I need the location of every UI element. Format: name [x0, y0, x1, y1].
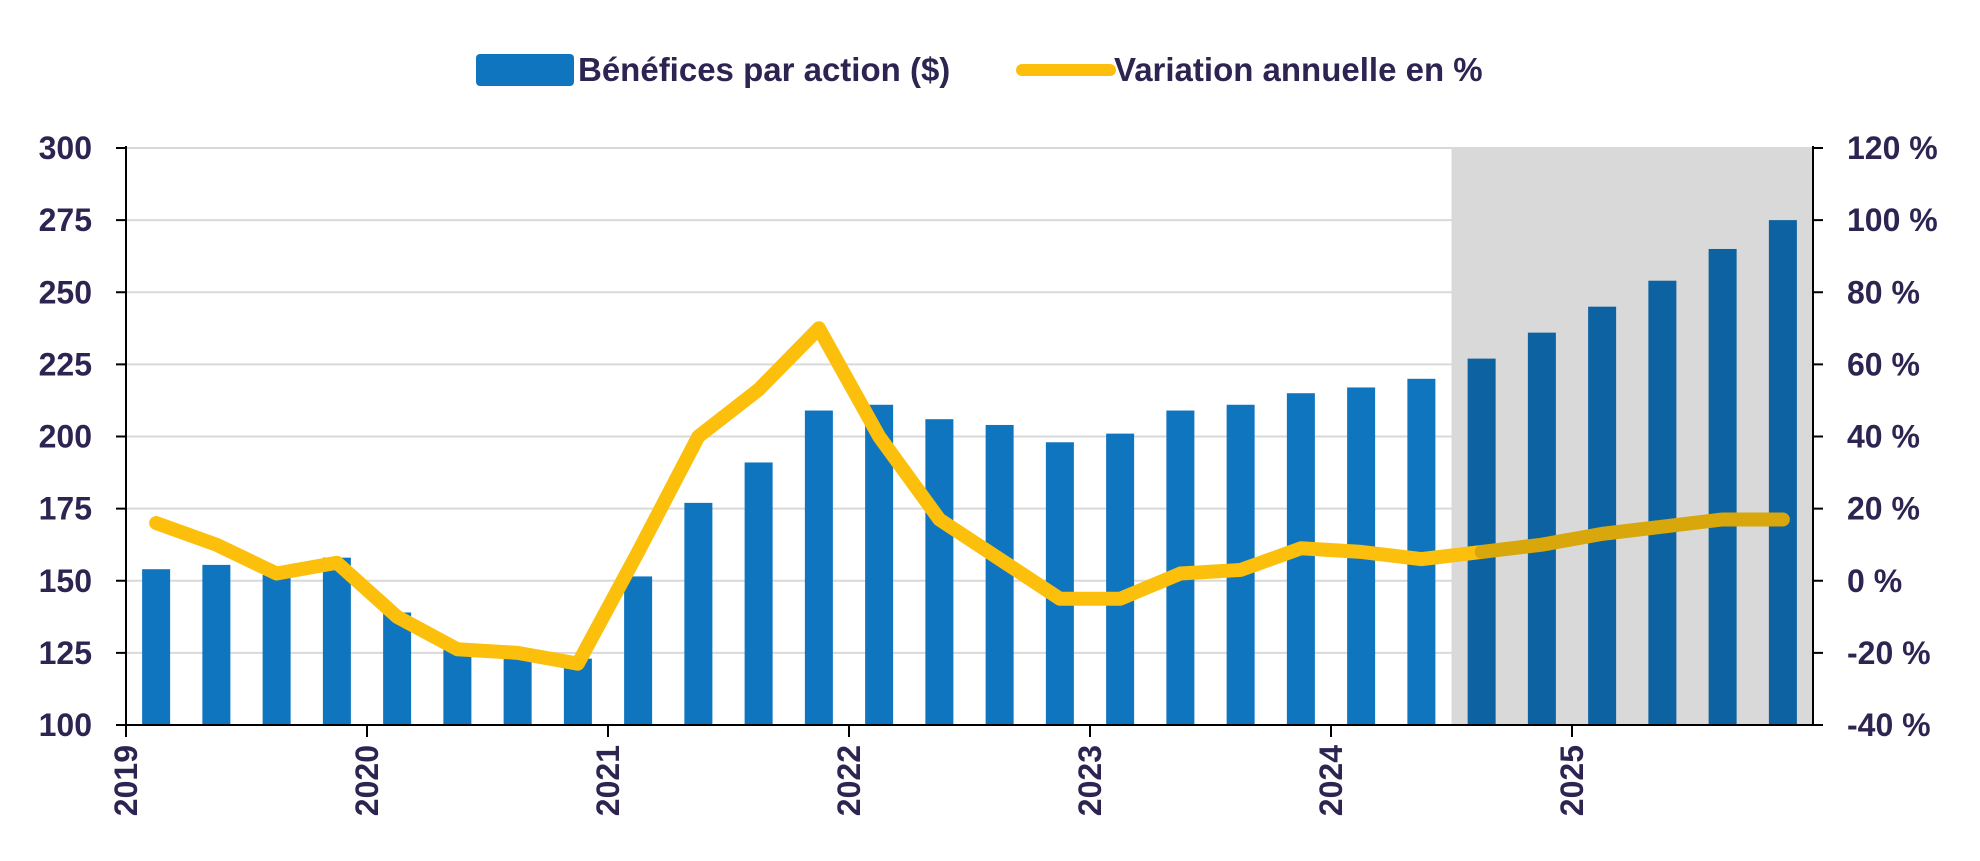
line-point-18	[1238, 567, 1243, 572]
legend-label-bars: Bénéfices par action ($)	[578, 51, 950, 88]
right-tick-label-1: -20 %	[1847, 635, 1931, 671]
bar-13	[925, 419, 954, 725]
bar-10	[744, 462, 773, 725]
bar-26	[1708, 248, 1737, 725]
bar-14	[985, 424, 1014, 725]
x-tick-label-2025: 2025	[1554, 745, 1590, 816]
line-point-3	[334, 560, 339, 565]
x-tick-label-2019: 2019	[108, 745, 144, 816]
line-point-26	[1720, 517, 1725, 522]
left-tick-label-275: 275	[39, 202, 92, 238]
right-tick-label-3: 20 %	[1847, 491, 1920, 527]
x-tick-label-2023: 2023	[1072, 745, 1108, 816]
left-tick-label-150: 150	[39, 563, 92, 599]
right-tick-label-2: 0 %	[1847, 563, 1902, 599]
line-point-7	[575, 661, 580, 666]
line-point-2	[274, 571, 279, 576]
bar-0	[142, 569, 171, 725]
bar-24	[1588, 306, 1617, 725]
line-point-27	[1780, 517, 1785, 522]
line-point-22	[1479, 549, 1484, 554]
legend-swatch-bars	[476, 54, 574, 86]
plot-area: 100 125 150 175 200 225 250 275 300 -40 % -20 % 0 %…	[39, 130, 1938, 816]
line-point-13	[937, 517, 942, 522]
bar-27	[1768, 220, 1797, 725]
line-point-0	[154, 521, 159, 526]
bar-5	[443, 649, 472, 725]
line-point-6	[515, 650, 520, 655]
bar-16	[1106, 433, 1135, 725]
line-point-5	[455, 647, 460, 652]
line-point-24	[1600, 531, 1605, 536]
left-tick-label-225: 225	[39, 346, 92, 382]
bar-8	[624, 576, 653, 725]
left-tick-label-175: 175	[39, 491, 92, 527]
line-point-1	[214, 542, 219, 547]
right-tick-label-4: 40 %	[1847, 419, 1920, 455]
right-tick-label-5: 60 %	[1847, 346, 1920, 382]
bar-19	[1286, 393, 1315, 725]
bar-23	[1527, 332, 1556, 725]
right-tick-label-8: 120 %	[1847, 130, 1938, 166]
line-point-11	[816, 326, 821, 331]
bar-15	[1045, 442, 1074, 725]
line-point-12	[877, 434, 882, 439]
right-tick-label-0: -40 %	[1847, 707, 1931, 743]
left-tick-label-200: 200	[39, 419, 92, 455]
x-tick-label-2024: 2024	[1313, 745, 1349, 816]
line-point-25	[1660, 524, 1665, 529]
bar-2	[262, 574, 291, 725]
line-point-15	[1057, 596, 1062, 601]
x-tick-label-2020: 2020	[349, 745, 385, 816]
line-point-19	[1298, 546, 1303, 551]
bar-22	[1467, 358, 1496, 725]
series-line-variation-forecast	[1474, 512, 1790, 559]
forecast-shade	[1451, 148, 1813, 725]
left-tick-label-100: 100	[39, 707, 92, 743]
bar-4	[383, 612, 412, 725]
bar-11	[804, 410, 833, 725]
bar-9	[684, 502, 713, 725]
bar-3	[322, 557, 351, 725]
line-point-4	[395, 614, 400, 619]
left-tick-label-250: 250	[39, 274, 92, 310]
line-point-8	[636, 549, 641, 554]
line-point-17	[1178, 571, 1183, 576]
legend-label-line: Variation annuelle en %	[1114, 51, 1483, 88]
bar-6	[503, 655, 532, 725]
line-point-23	[1539, 542, 1544, 547]
right-tick-label-6: 80 %	[1847, 274, 1920, 310]
left-tick-label-125: 125	[39, 635, 92, 671]
legend: Bénéfices par action ($) Variation annue…	[476, 51, 1483, 88]
bar-25	[1648, 280, 1677, 725]
bar-1	[202, 564, 231, 725]
right-tick-label-7: 100 %	[1847, 202, 1938, 238]
x-tick-label-2022: 2022	[831, 745, 867, 816]
line-point-21	[1419, 557, 1424, 562]
line-point-9	[696, 434, 701, 439]
left-tick-label-300: 300	[39, 130, 92, 166]
x-tick-label-2021: 2021	[590, 745, 626, 816]
line-point-20	[1359, 549, 1364, 554]
line-point-10	[756, 387, 761, 392]
line-point-14	[997, 557, 1002, 562]
line-point-16	[1118, 596, 1123, 601]
